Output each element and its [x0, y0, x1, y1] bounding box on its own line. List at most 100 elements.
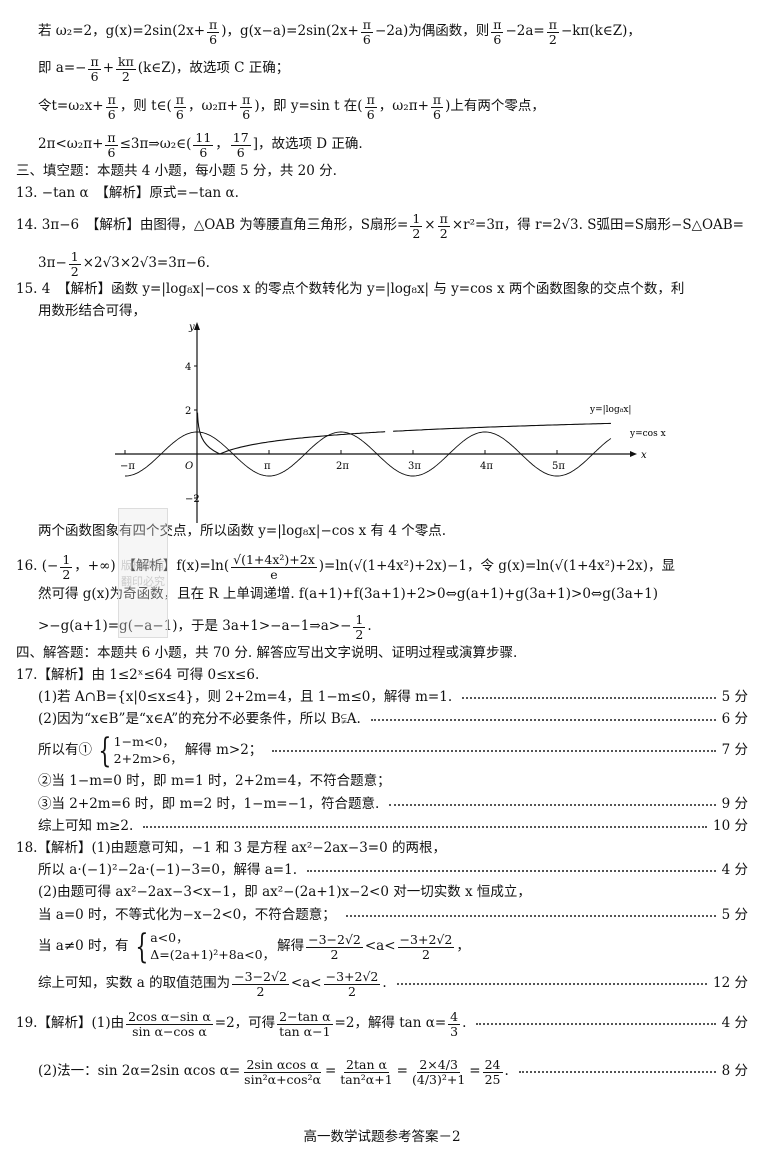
y-axis-label: y	[188, 322, 195, 333]
dotted-leader	[389, 803, 716, 806]
line-text: 所以有①{1−m<0， 2+2m>6， 解得 m>2；	[38, 731, 263, 771]
dotted-leader	[307, 869, 716, 872]
text-line: 所以有①{1−m<0， 2+2m>6， 解得 m>2； 7 分	[0, 734, 764, 768]
line-text: 所以 a·(−1)²−2a·(−1)−3=0，解得 a=1.	[38, 862, 297, 878]
line-text: 两个函数图象有四个交点，所以函数 y=|log₈x|−cos x 有 4 个零点…	[38, 523, 447, 539]
x-tick-label: −π	[120, 461, 135, 472]
text-line: 若 ω₂=2，g(x)=2sin(2x+ π 6)，g(x−a)=2sin(2x+ π…	[0, 18, 641, 47]
fraction: 2−tan α tan α−1	[277, 1009, 333, 1039]
text-line: 四、解答题：本题共 6 小题，共 70 分. 解答应写出文字说明、证明过程或演算…	[0, 645, 518, 662]
score-label: 4 分	[721, 1015, 748, 1032]
fraction: √(1+4x²)+2x e	[231, 552, 317, 582]
score-label: 5 分	[721, 689, 748, 705]
fraction: −3+2√2 2	[397, 931, 455, 962]
score-label: 6 分	[721, 711, 748, 727]
line-text: 综上可知，实数 a 的取值范围为 −3−2√2 2 <a< −3+2√2 2.	[38, 969, 387, 999]
dotted-leader	[345, 914, 716, 917]
page-footer: 高一数学试题参考答案－2	[303, 1129, 461, 1145]
fraction: −3−2√2 2	[232, 969, 289, 999]
x-tick-label: 4π	[480, 461, 493, 472]
x-tick-label: π	[264, 461, 271, 472]
text-line: 16. (− 1 2 ，+∞) 【解析】f(x)=ln(√(1+4x²)+2x e)=l…	[0, 553, 675, 582]
text-line: (2)由题可得 ax²−2ax−3<x−1，即 ax²−(2a+1)x−2<0 …	[0, 884, 531, 901]
line-text: 18.【解析】(1)由题意可知，−1 和 3 是方程 ax²−2ax−3=0 的…	[16, 840, 446, 856]
fraction: 11 6	[193, 130, 214, 160]
dotted-leader	[462, 696, 716, 699]
line-text: 令t=ω₂x+ π 6 ，则 t∈(π 6 ，ω₂π+ π 6)，即 y=sin t 在(π 6…	[38, 92, 545, 122]
fraction: 2tan α tan²α+1	[340, 1057, 393, 1087]
text-line: 17.【解析】由 1≤2ˣ≤64 可得 0≤x≤6.	[0, 667, 259, 684]
line-text: 当 a≠0 时，有{a<0， Δ=(2a+1)²+8a<0， 解得 −3−2√2 2 <a…	[38, 927, 470, 967]
line-text: 2π<ω₂π+ π 6 ≤3π⇒ω₂∈(11 6， 17 6]，故选项 D 正确.	[38, 130, 363, 160]
text-line: 2π<ω₂π+ π 6 ≤3π⇒ω₂∈(11 6， 17 6]，故选项 D 正确.	[0, 131, 363, 160]
text-line: 令t=ω₂x+ π 6 ，则 t∈(π 6 ，ω₂π+ π 6)，即 y=sin t 在(π 6…	[0, 93, 545, 122]
y-tick-label: 4	[185, 362, 191, 373]
text-line: (2)法一：sin 2α=2sin αcos α= 2sin αcos α sin²…	[0, 1058, 764, 1087]
line-text: (2)因为“x∈B”是“x∈A”的充分不必要条件，所以 B⫋A.	[38, 711, 361, 727]
line-text: 用数形结合可得，	[38, 303, 146, 319]
curve-label-log: y=|log₈x|	[589, 405, 631, 415]
fraction: 2sin αcos α sin²α+cos²α	[244, 1057, 321, 1087]
case-system: {a<0， Δ=(2a+1)²+8a<0，	[134, 927, 276, 967]
fraction: −3−2√2 2	[306, 931, 363, 962]
fraction: 2×4/3 (4/3)²+1	[411, 1057, 466, 1087]
score-label: 5 分	[721, 907, 748, 923]
line-text: ③当 2+2m=6 时，即 m=2 时，1−m=−1，符合题意.	[38, 796, 380, 812]
dotted-leader	[143, 825, 708, 828]
text-line: >−g(a+1)=g(−a−1)，于是 3a+1>−a−1⇒a>− 1 2.	[0, 613, 372, 642]
y-tick-label: −2	[185, 494, 200, 505]
line-text: (1)若 A∩B={x|0≤x≤4}，则 2+2m=4，且 1−m≤0，解得 m…	[38, 689, 453, 705]
line-text: ②当 1−m=0 时，即 m=1 时，2+2m=4，不符合题意；	[38, 773, 391, 789]
x-tick-label: 3π	[408, 461, 421, 472]
line-text: 四、解答题：本题共 6 小题，共 70 分. 解答应写出文字说明、证明过程或演算…	[16, 645, 518, 661]
fraction: kπ 2	[116, 54, 136, 84]
text-line: 三、填空题：本题共 4 小题，每小题 5 分，共 20 分.	[0, 163, 337, 180]
fraction: 24 25	[482, 1057, 503, 1087]
x-axis-arrow	[630, 451, 637, 457]
fraction: 2cos α−sin α sin α−cos α	[126, 1009, 213, 1039]
line-text: 14. 3π−6 【解析】由图得，△OAB 为等腰直角三角形，S扇形= 1 2 × π 2…	[16, 211, 744, 241]
text-line: 3π− 1 2 ×2√3×2√3=3π−6.	[0, 250, 210, 279]
line-text: >−g(a+1)=g(−a−1)，于是 3a+1>−a−1⇒a>− 1 2.	[38, 612, 372, 642]
fraction: −3+2√2 2	[323, 969, 381, 999]
y-tick-label: 2	[185, 406, 191, 417]
text-line: 当 a=0 时，不等式化为−x−2<0，不符合题意； 5 分	[0, 907, 764, 924]
text-line: (2)因为“x∈B”是“x∈A”的充分不必要条件，所以 B⫋A. 6 分	[0, 711, 764, 728]
log8-abs-curve	[196, 412, 615, 455]
watermark-text: 翻印必究	[121, 575, 165, 588]
text-line: 综上可知，实数 a 的取值范围为 −3−2√2 2 <a< −3+2√2 2. 12 分	[0, 970, 764, 999]
line-text: 16. (− 1 2 ，+∞) 【解析】f(x)=ln(√(1+4x²)+2x e)=l…	[16, 552, 676, 582]
line-text: (2)由题可得 ax²−2ax−3<x−1，即 ax²−(2a+1)x−2<0 …	[38, 884, 531, 900]
text-line: (1)若 A∩B={x|0≤x≤4}，则 2+2m=4，且 1−m≤0，解得 m…	[0, 689, 764, 706]
watermark: 版权所有 翻印必究	[118, 508, 168, 638]
text-line: 两个函数图象有四个交点，所以函数 y=|log₈x|−cos x 有 4 个零点…	[0, 523, 447, 540]
line-text: 13. −tan α 【解析】原式=−tan α.	[16, 185, 239, 201]
cos-curve	[125, 431, 612, 477]
score-label: 9 分	[721, 796, 748, 812]
case-system: {1−m<0， 2+2m>6，	[98, 731, 183, 771]
line-text: 综上可知 m≥2.	[38, 818, 134, 834]
score-label: 10 分	[713, 818, 748, 834]
text-line: 13. −tan α 【解析】原式=−tan α.	[0, 185, 239, 202]
line-text: 若 ω₂=2，g(x)=2sin(2x+ π 6)，g(x−a)=2sin(2x+ π…	[38, 17, 641, 47]
line-text: 当 a=0 时，不等式化为−x−2<0，不符合题意；	[38, 907, 336, 923]
x-axis-label: x	[641, 450, 647, 461]
line-text: 3π− 1 2 ×2√3×2√3=3π−6.	[38, 249, 210, 279]
x-tick-label: 2π	[336, 461, 349, 472]
